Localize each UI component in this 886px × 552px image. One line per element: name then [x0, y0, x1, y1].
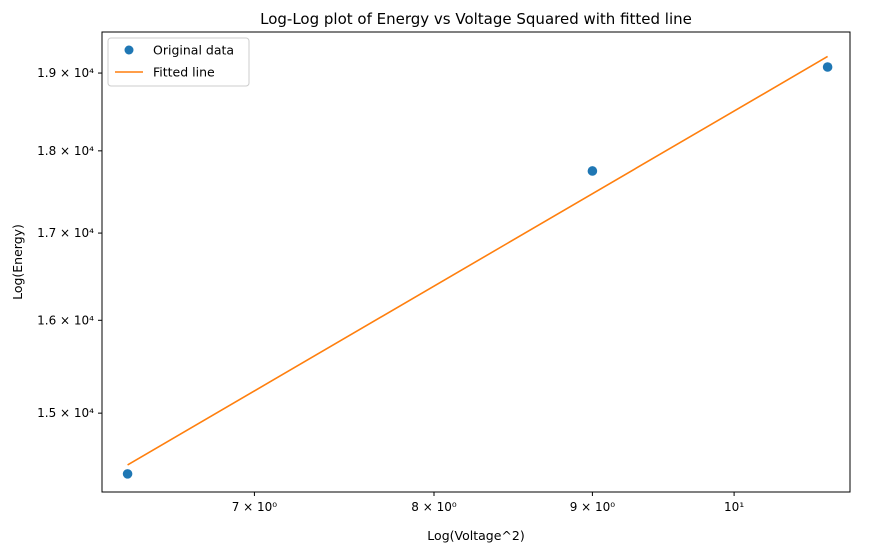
x-tick-label: 9 × 10⁰: [570, 500, 616, 514]
legend-label-original-data: Original data: [153, 43, 234, 58]
x-tick-label: 8 × 10⁰: [411, 500, 457, 514]
y-tick-label: 1.7 × 10⁴: [37, 226, 94, 240]
legend-marker-original-data: [124, 45, 134, 55]
y-tick-label: 1.5 × 10⁴: [37, 406, 94, 420]
chart-title: Log-Log plot of Energy vs Voltage Square…: [260, 10, 692, 28]
y-axis-ticks: 1.5 × 10⁴ 1.6 × 10⁴ 1.7 × 10⁴ 1.8 × 10⁴ 1.9 …: [37, 66, 102, 420]
x-axis-ticks: 7 × 10⁰ 8 × 10⁰ 9 × 10⁰ 10¹: [232, 492, 744, 514]
x-axis-title: Log(Voltage^2): [427, 528, 524, 543]
x-tick-label: 7 × 10⁰: [232, 500, 278, 514]
y-tick-label: 1.9 × 10⁴: [37, 66, 94, 80]
fitted-line: [127, 55, 829, 466]
plot-frame: [101, 31, 851, 493]
data-point: [122, 469, 133, 479]
y-axis-title: Log(Energy): [10, 224, 25, 300]
data-point: [587, 166, 598, 176]
x-tick-label: 10¹: [724, 500, 744, 514]
data-points: [122, 62, 833, 479]
legend-label-fitted-line: Fitted line: [153, 65, 215, 80]
y-tick-label: 1.8 × 10⁴: [37, 144, 94, 158]
legend-box: [107, 37, 250, 87]
legend: Original data Fitted line: [107, 37, 250, 87]
y-tick-label: 1.6 × 10⁴: [37, 313, 94, 327]
data-point: [822, 62, 833, 72]
